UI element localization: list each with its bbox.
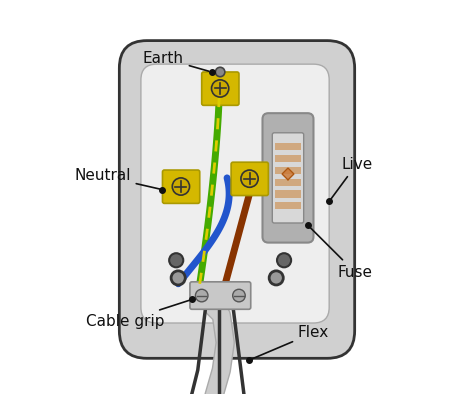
FancyBboxPatch shape xyxy=(163,170,200,203)
Circle shape xyxy=(171,271,185,285)
Polygon shape xyxy=(282,168,294,180)
Text: Fuse: Fuse xyxy=(310,227,372,280)
Text: Neutral: Neutral xyxy=(74,168,160,189)
Circle shape xyxy=(277,253,291,267)
FancyBboxPatch shape xyxy=(275,190,301,198)
FancyBboxPatch shape xyxy=(275,143,301,150)
Circle shape xyxy=(169,253,183,267)
FancyBboxPatch shape xyxy=(119,41,355,358)
Text: Live: Live xyxy=(331,157,372,199)
Circle shape xyxy=(172,178,190,195)
Circle shape xyxy=(269,271,283,285)
FancyBboxPatch shape xyxy=(275,179,301,186)
Text: Earth: Earth xyxy=(143,51,209,71)
FancyBboxPatch shape xyxy=(141,64,329,323)
Text: Cable grip: Cable grip xyxy=(86,300,189,329)
Circle shape xyxy=(241,170,258,187)
Circle shape xyxy=(233,289,245,302)
FancyBboxPatch shape xyxy=(231,162,268,196)
Circle shape xyxy=(195,289,208,302)
FancyBboxPatch shape xyxy=(275,167,301,174)
FancyBboxPatch shape xyxy=(275,155,301,162)
FancyBboxPatch shape xyxy=(275,202,301,209)
FancyBboxPatch shape xyxy=(263,113,313,243)
Text: Flex: Flex xyxy=(251,325,329,359)
FancyBboxPatch shape xyxy=(272,133,304,223)
FancyBboxPatch shape xyxy=(190,282,251,309)
Circle shape xyxy=(215,67,225,77)
FancyBboxPatch shape xyxy=(202,72,239,105)
Circle shape xyxy=(211,80,229,97)
